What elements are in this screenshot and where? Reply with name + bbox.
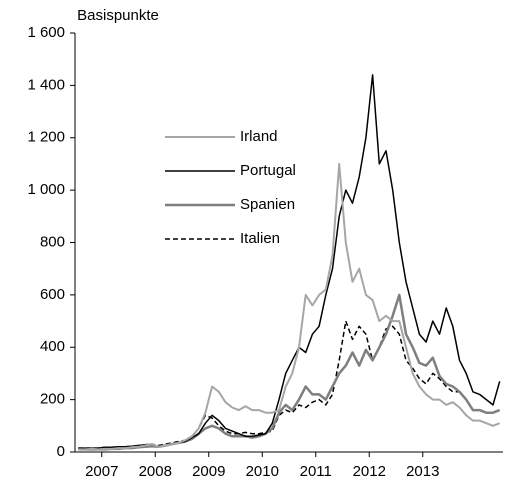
x-tick-label: 2007 <box>85 463 118 480</box>
legend-label: Italien <box>240 230 280 247</box>
y-tick-label: 0 <box>57 443 65 460</box>
legend-label: Spanien <box>240 196 295 213</box>
series-line <box>78 293 501 451</box>
y-tick-label: 600 <box>40 286 65 303</box>
y-tick-label: 400 <box>40 338 65 355</box>
legend-label: Irland <box>240 128 278 145</box>
y-tick-label: 1 400 <box>27 76 65 93</box>
x-tick-label: 2009 <box>192 463 225 480</box>
y-tick-label: 1 000 <box>27 181 65 198</box>
y-axis-label: Basispunkte <box>77 7 159 24</box>
series-line <box>78 74 501 449</box>
x-tick-label: 2008 <box>139 463 172 480</box>
y-tick-label: 1 200 <box>27 129 65 146</box>
x-tick-label: 2012 <box>353 463 386 480</box>
x-tick-label: 2011 <box>300 463 332 480</box>
x-tick-label: 2013 <box>406 463 439 480</box>
y-tick-label: 800 <box>40 233 65 250</box>
x-tick-label: 2010 <box>246 463 279 480</box>
series-line <box>78 320 500 449</box>
y-tick-label: 200 <box>40 391 65 408</box>
legend-label: Portugal <box>240 162 296 179</box>
series-line <box>78 162 501 451</box>
y-tick-label: 1 600 <box>27 24 65 41</box>
